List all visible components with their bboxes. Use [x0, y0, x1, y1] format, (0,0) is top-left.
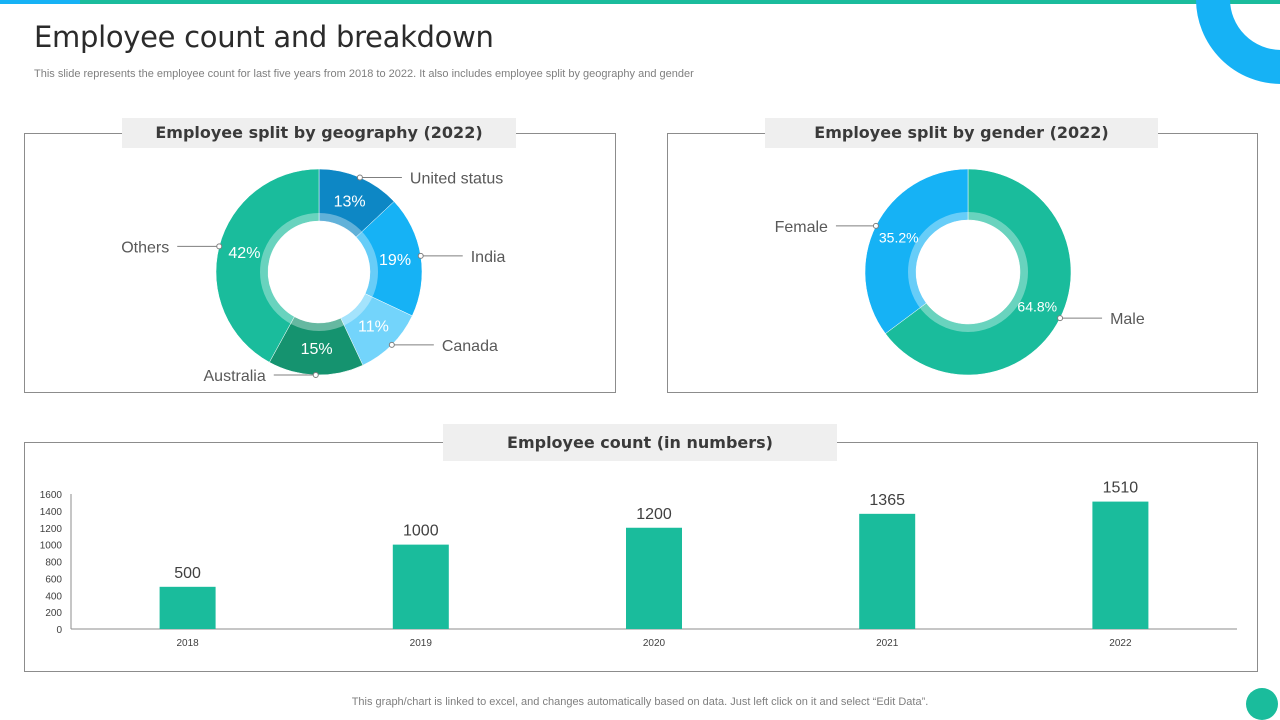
x-tick-label-2021: 2021 [876, 638, 899, 649]
corner-dot-decoration [1246, 688, 1278, 720]
leader-dot-australia [312, 371, 319, 378]
slice-others[interactable] [215, 168, 320, 363]
slice-male[interactable] [885, 168, 1072, 376]
leader-dot-united-status [356, 174, 363, 181]
corner-arc-decoration [1196, 0, 1280, 84]
bar-2021[interactable] [859, 513, 916, 629]
employee-count-chart-title: Employee count (in numbers) [443, 424, 837, 461]
bar-value-label-2021: 1365 [869, 492, 905, 509]
employee-count-panel: 0 200 400 600 800 1000 1200 1400 1600 500 2018 1000… [24, 442, 1258, 672]
bar-value-label-2022: 1510 [1103, 480, 1139, 497]
bar-2022[interactable] [1092, 501, 1149, 629]
page-title: Employee count and breakdown [34, 20, 494, 54]
x-tick-label-2020: 2020 [643, 638, 666, 649]
y-tick-label-800: 800 [45, 558, 62, 569]
employee-count-bar-chart[interactable]: 0 200 400 600 800 1000 1200 1400 1600 500 2018 1000… [25, 443, 1257, 671]
y-tick-label-600: 600 [45, 574, 62, 585]
gender-chart-title: Employee split by gender (2022) [765, 118, 1158, 148]
data-label-india: 19% [379, 252, 411, 269]
category-label-canada: Canada [442, 338, 498, 355]
geography-chart-title: Employee split by geography (2022) [122, 118, 516, 148]
y-tick-label-1600: 1600 [40, 490, 63, 501]
category-label-male: Male [1110, 311, 1145, 328]
y-tick-label-1200: 1200 [40, 524, 63, 535]
y-tick-label-0: 0 [56, 625, 62, 636]
x-tick-label-2018: 2018 [176, 638, 199, 649]
leader-dot-male [1057, 315, 1064, 322]
data-label-female: 35.2% [879, 229, 919, 245]
geography-panel: 13% United status 19% India 11% Canada 15% Aust… [24, 133, 616, 393]
page-subtitle: This slide represents the employee count… [34, 68, 694, 80]
data-label-others: 42% [228, 245, 260, 262]
gender-panel: 64.8% Male 35.2% Female [667, 133, 1258, 393]
leader-dot-others [216, 243, 223, 250]
category-label-others: Others [121, 239, 169, 256]
gender-donut-chart[interactable]: 64.8% Male 35.2% Female [668, 134, 1257, 392]
geography-donut-chart[interactable]: 13% United status 19% India 11% Canada 15% Aust… [25, 134, 615, 392]
donut-inner-ring [908, 212, 1028, 332]
top-accent-bar [0, 0, 1280, 4]
leader-dot-canada [388, 341, 395, 348]
bar-2020[interactable] [626, 527, 682, 629]
bar-value-label-2018: 500 [174, 565, 201, 582]
data-label-canada: 11% [358, 318, 389, 335]
bar-2018[interactable] [159, 586, 216, 629]
category-label-united-status: United status [410, 170, 503, 187]
leader-dot-india [417, 252, 424, 259]
category-label-india: India [471, 249, 506, 266]
top-accent-bar-blue [0, 0, 80, 4]
bar-value-label-2019: 1000 [403, 523, 439, 540]
y-tick-label-400: 400 [45, 591, 62, 602]
category-label-australia: Australia [204, 368, 266, 385]
footer-note: This graph/chart is linked to excel, and… [351, 696, 929, 708]
donut-inner-ring [260, 213, 378, 331]
y-tick-label-200: 200 [45, 608, 62, 619]
data-label-united-status: 13% [334, 193, 366, 210]
leader-dot-female [872, 222, 879, 229]
y-tick-label-1400: 1400 [40, 507, 63, 518]
slice-female[interactable] [864, 168, 969, 334]
data-label-male: 64.8% [1017, 299, 1057, 315]
y-tick-label-1000: 1000 [40, 541, 63, 552]
x-tick-label-2019: 2019 [410, 638, 433, 649]
data-label-australia: 15% [301, 341, 333, 358]
category-label-female: Female [775, 219, 828, 236]
bar-value-label-2020: 1200 [636, 506, 672, 523]
x-tick-label-2022: 2022 [1109, 638, 1132, 649]
bar-2019[interactable] [392, 544, 449, 629]
